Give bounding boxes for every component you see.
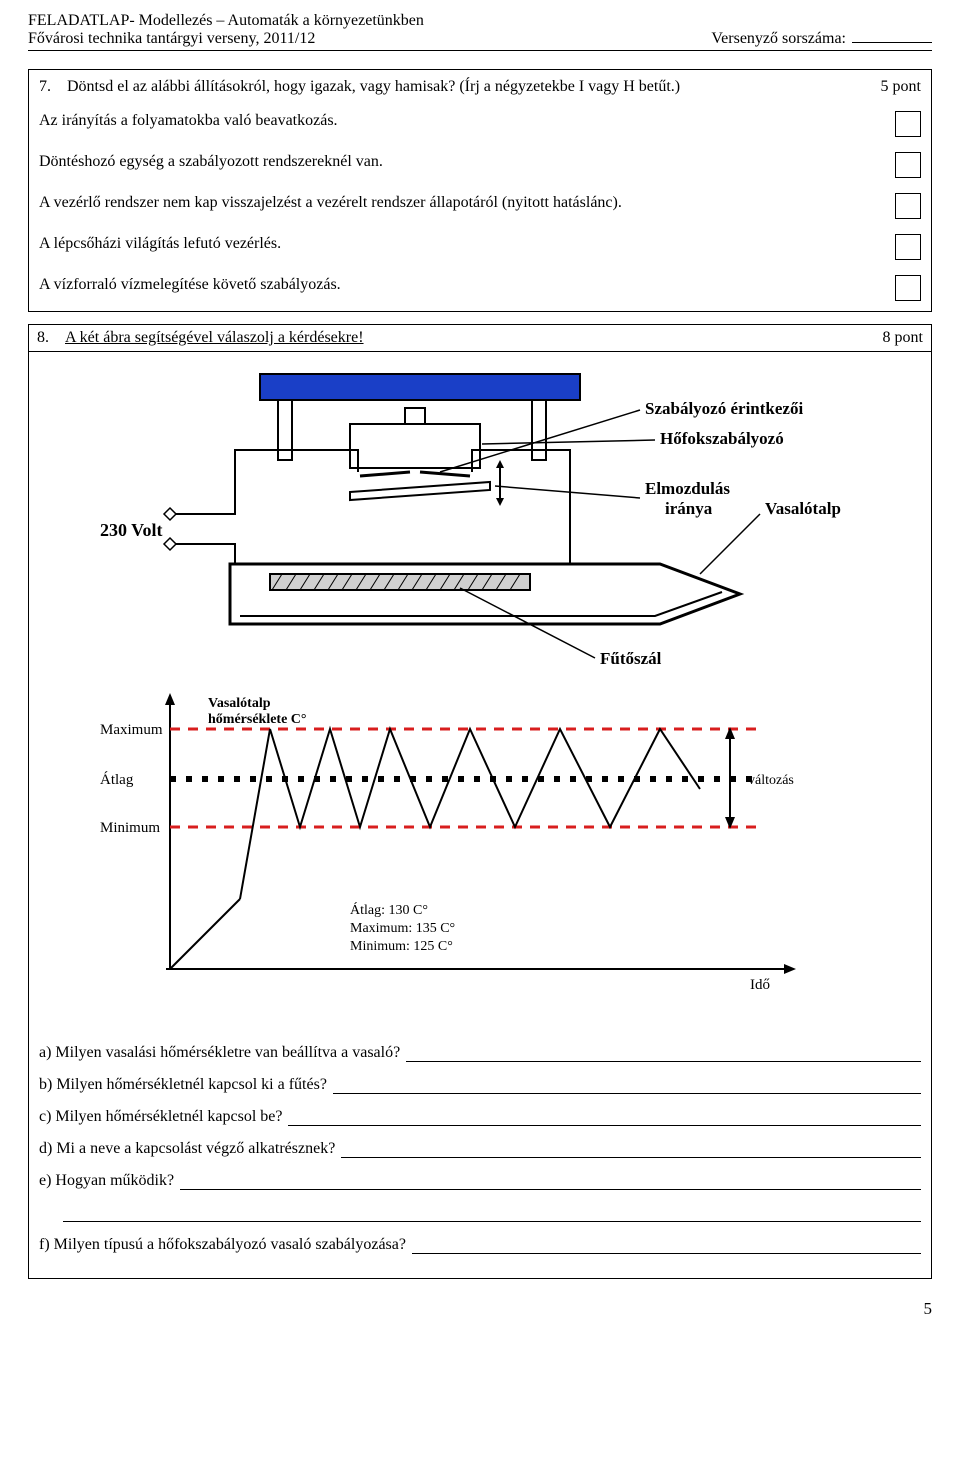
q7-statement-row: Az irányítás a folyamatokba való beavatk… <box>39 110 921 137</box>
header-left: FELADATLAP- Modellezés – Automaták a kör… <box>28 12 424 48</box>
q7-statement-row: A vezérlő rendszer nem kap visszajelzést… <box>39 192 921 219</box>
q8-d-blank[interactable] <box>341 1140 921 1158</box>
q8-answers: a) Milyen vasalási hőmérsékletre van beá… <box>39 1044 921 1190</box>
iron-diagram: Szabályozó érintkezői Hőfokszabályozó Elmo… <box>100 364 860 679</box>
q8-prompt: A két ábra segítségével válaszolj a kérd… <box>65 329 853 347</box>
svg-text:iránya: iránya <box>665 499 713 518</box>
q7-statement-row: A vízforraló vízmelegítése követő szabál… <box>39 274 921 301</box>
q8-d-label: d) Mi a neve a kapcsolást végző alkatrés… <box>39 1140 335 1158</box>
iron-svg: Szabályozó érintkezői Hőfokszabályozó Elmo… <box>100 364 860 674</box>
q7-statement-text: Az irányítás a folyamatokba való beavatk… <box>39 110 895 132</box>
svg-text:Idő: Idő <box>750 977 770 993</box>
q7-statement-text: A vízforraló vízmelegítése követő szabál… <box>39 274 895 296</box>
svg-text:Átlag: 130 C°: Átlag: 130 C° <box>350 901 428 918</box>
q8-a-label: a) Milyen vasalási hőmérsékletre van beá… <box>39 1044 400 1062</box>
chart-svg: Maximum Átlag Minimum Vasalótalphőmérséklet… <box>100 689 860 1019</box>
q8-c: c) Milyen hőmérsékletnél kapcsol be? <box>39 1108 921 1126</box>
q7-checkbox-4[interactable] <box>895 234 921 260</box>
svg-text:Szabályozó érintkezői: Szabályozó érintkezői <box>645 399 803 418</box>
page-header: FELADATLAP- Modellezés – Automaták a kör… <box>28 12 932 51</box>
q8-e: e) Hogyan működik? <box>39 1172 921 1190</box>
q8-e-blank-2[interactable] <box>63 1204 921 1222</box>
q7-points: 5 pont <box>851 78 921 96</box>
q8-d: d) Mi a neve a kapcsolást végző alkatrés… <box>39 1140 921 1158</box>
question-8: 8. A két ábra segítségével válaszolj a k… <box>28 324 932 1279</box>
q8-a: a) Milyen vasalási hőmérsékletre van beá… <box>39 1044 921 1062</box>
q7-prompt-row: 7. Döntsd el az alábbi állításokról, hog… <box>39 78 921 96</box>
q7-statement-row: A lépcsőházi világítás lefutó vezérlés. <box>39 233 921 260</box>
q8-e-label: e) Hogyan működik? <box>39 1172 174 1190</box>
question-7: 7. Döntsd el az alábbi állításokról, hog… <box>28 69 932 312</box>
svg-text:Elmozdulás: Elmozdulás <box>645 479 730 498</box>
q8-f-label: f) Milyen típusú a hőfokszabályozó vasal… <box>39 1236 406 1254</box>
q8-c-label: c) Milyen hőmérsékletnél kapcsol be? <box>39 1108 282 1126</box>
temperature-chart: Maximum Átlag Minimum Vasalótalphőmérséklet… <box>100 689 860 1024</box>
header-subtitle-left: Fővárosi technika tantárgyi verseny, 201… <box>28 30 424 48</box>
q8-points: 8 pont <box>853 329 923 347</box>
competitor-label: Versenyző sorszáma: <box>711 30 846 47</box>
q7-statement-text: A lépcsőházi világítás lefutó vezérlés. <box>39 233 895 255</box>
svg-text:hőmérséklete C°: hőmérséklete C° <box>208 712 307 727</box>
q7-statement-row: Döntéshozó egység a szabályozott rendsze… <box>39 151 921 178</box>
q7-checkbox-2[interactable] <box>895 152 921 178</box>
q7-checkbox-3[interactable] <box>895 193 921 219</box>
q7-statement-text: Döntéshozó egység a szabályozott rendsze… <box>39 151 895 173</box>
svg-text:230 Volt: 230 Volt <box>100 520 163 540</box>
q8-f-blank[interactable] <box>412 1236 921 1254</box>
svg-text:Hőfokszabályozó: Hőfokszabályozó <box>660 429 784 448</box>
svg-text:Átlag: Átlag <box>100 771 134 788</box>
q7-checkbox-5[interactable] <box>895 275 921 301</box>
q8-b: b) Milyen hőmérsékletnél kapcsol ki a fű… <box>39 1076 921 1094</box>
q8-c-blank[interactable] <box>288 1108 921 1126</box>
svg-text:Maximum: 135 C°: Maximum: 135 C° <box>350 921 455 936</box>
header-right: Versenyző sorszáma: <box>711 12 932 48</box>
q8-body: Szabályozó érintkezői Hőfokszabályozó Elmo… <box>29 352 931 1278</box>
q8-e-blank[interactable] <box>180 1172 921 1190</box>
svg-text:Fűtőszál: Fűtőszál <box>600 649 662 668</box>
q8-prompt-row: 8. A két ábra segítségével válaszolj a k… <box>29 325 931 352</box>
svg-text:Vasalótalp: Vasalótalp <box>765 499 841 518</box>
header-title: FELADATLAP- Modellezés – Automaták a kör… <box>28 12 424 30</box>
q7-number: 7. <box>39 78 67 96</box>
svg-text:Vasalótalp: Vasalótalp <box>208 696 271 711</box>
svg-text:változás: változás <box>748 773 794 788</box>
q7-checkbox-1[interactable] <box>895 111 921 137</box>
q8-number: 8. <box>37 329 65 347</box>
q7-statement-text: A vezérlő rendszer nem kap visszajelzést… <box>39 192 895 214</box>
competitor-number-blank[interactable] <box>852 42 932 43</box>
svg-text:Minimum: 125 C°: Minimum: 125 C° <box>350 939 453 954</box>
q8-f: f) Milyen típusú a hőfokszabályozó vasal… <box>39 1236 921 1254</box>
q8-answers-2: f) Milyen típusú a hőfokszabályozó vasal… <box>39 1236 921 1254</box>
page-number: 5 <box>28 1299 932 1319</box>
svg-text:Minimum: Minimum <box>100 820 160 836</box>
q8-b-label: b) Milyen hőmérsékletnél kapcsol ki a fű… <box>39 1076 327 1094</box>
q7-prompt: Döntsd el az alábbi állításokról, hogy i… <box>67 78 851 96</box>
svg-text:Maximum: Maximum <box>100 722 163 738</box>
q8-a-blank[interactable] <box>406 1044 921 1062</box>
q8-b-blank[interactable] <box>333 1076 921 1094</box>
